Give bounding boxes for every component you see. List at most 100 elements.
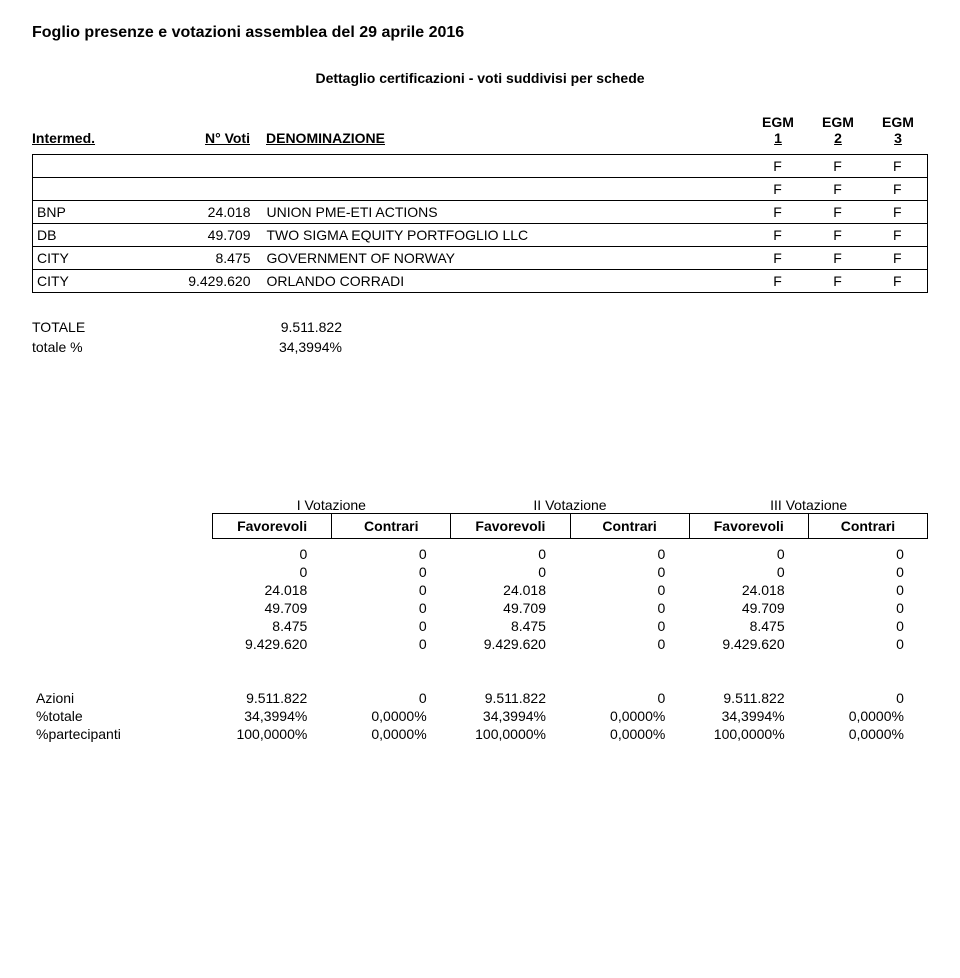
vote-data-cell: 0: [212, 564, 331, 580]
vote-data-cell: 9.429.620: [212, 636, 331, 652]
table-cell: F: [748, 224, 808, 247]
vote-data-cell: 0: [809, 546, 928, 562]
totals-block: TOTALE 9.511.822 totale % 34,3994%: [32, 317, 928, 357]
table-cell: F: [748, 270, 808, 293]
vote-header-2: II Votazione: [451, 497, 690, 513]
vote-data-cell: 0: [331, 636, 450, 652]
table-cell: F: [868, 178, 928, 201]
table-cell: DB: [33, 224, 133, 247]
vote-data-row: 000000: [32, 545, 928, 563]
col-egm2-header: EGM 2: [808, 114, 868, 146]
col-voti-header: N° Voti: [132, 130, 262, 146]
vote-data-cell: 49.709: [451, 600, 570, 616]
vote-data-cell: 0: [331, 564, 450, 580]
table-cell: UNION PME-ETI ACTIONS: [263, 201, 748, 224]
summary-cell: 100,0000%: [212, 726, 331, 742]
vote-data-cell: 0: [809, 582, 928, 598]
vote-sub-header: Contrari: [808, 514, 928, 538]
table-cell: ORLANDO CORRADI: [263, 270, 748, 293]
summary-row: Azioni9.511.82209.511.82209.511.8220: [32, 689, 928, 707]
table-cell: GOVERNMENT OF NORWAY: [263, 247, 748, 270]
vote-data-cell: 9.429.620: [689, 636, 808, 652]
table-cell: 49.709: [133, 224, 263, 247]
table-cell: F: [868, 270, 928, 293]
vote-data-cell: 9.429.620: [451, 636, 570, 652]
table-cell: F: [748, 178, 808, 201]
table-cell: F: [748, 247, 808, 270]
table-cell: CITY: [33, 247, 133, 270]
vote-header-1: I Votazione: [212, 497, 451, 513]
table-row: FFF: [33, 178, 928, 201]
vote-data-cell: 0: [570, 618, 689, 634]
table-cell: CITY: [33, 270, 133, 293]
page-subtitle: Dettaglio certificazioni - voti suddivis…: [32, 70, 928, 86]
vote-data-row: 9.429.62009.429.62009.429.6200: [32, 635, 928, 653]
vote-data-cell: 0: [570, 546, 689, 562]
summary-cell: 0,0000%: [331, 708, 450, 724]
egm2-top: EGM: [808, 114, 868, 130]
vote-header-3: III Votazione: [689, 497, 928, 513]
main-table: FFFFFFBNP24.018UNION PME-ETI ACTIONSFFFD…: [32, 154, 928, 293]
table-cell: F: [868, 155, 928, 178]
totale-label: TOTALE: [32, 319, 192, 335]
table-row: CITY8.475GOVERNMENT OF NORWAYFFF: [33, 247, 928, 270]
summary-label: %totale: [32, 708, 212, 724]
summary-label: Azioni: [32, 690, 212, 706]
vote-data-row: 8.47508.47508.4750: [32, 617, 928, 635]
col-denom-header: DENOMINAZIONE: [262, 130, 748, 146]
vote-data-row: 24.018024.018024.0180: [32, 581, 928, 599]
table-row: CITY9.429.620ORLANDO CORRADIFFF: [33, 270, 928, 293]
summary-cell: 9.511.822: [451, 690, 570, 706]
summary-cell: 0,0000%: [809, 708, 928, 724]
vote-data-cell: 0: [570, 600, 689, 616]
summary-cell: 0,0000%: [570, 726, 689, 742]
table-cell: F: [868, 247, 928, 270]
table-cell: 24.018: [133, 201, 263, 224]
summary-cell: 34,3994%: [451, 708, 570, 724]
vote-data-cell: 0: [331, 600, 450, 616]
vote-data-cell: 0: [809, 564, 928, 580]
summary-row: %partecipanti100,0000%0,0000%100,0000%0,…: [32, 725, 928, 743]
vote-data-cell: 0: [570, 636, 689, 652]
table-cell: [33, 155, 133, 178]
table-cell: F: [868, 201, 928, 224]
vote-data-cell: 0: [809, 600, 928, 616]
summary-cell: 100,0000%: [689, 726, 808, 742]
summary-cell: 0,0000%: [809, 726, 928, 742]
summary-cell: 0,0000%: [570, 708, 689, 724]
table-cell: [263, 178, 748, 201]
totale-value: 9.511.822: [192, 319, 342, 335]
summary-row: %totale34,3994%0,0000%34,3994%0,0000%34,…: [32, 707, 928, 725]
summary-label: %partecipanti: [32, 726, 212, 742]
vote-data-cell: 49.709: [689, 600, 808, 616]
summary-cell: 0: [809, 690, 928, 706]
vote-data-cell: 0: [331, 582, 450, 598]
table-cell: 8.475: [133, 247, 263, 270]
vote-data-cell: 24.018: [212, 582, 331, 598]
vote-data-cell: 49.709: [212, 600, 331, 616]
vote-data-cell: 24.018: [451, 582, 570, 598]
summary-cell: 34,3994%: [689, 708, 808, 724]
vote-sub-header: Favorevoli: [689, 514, 808, 538]
table-cell: F: [808, 224, 868, 247]
vote-data: 00000000000024.018024.018024.018049.7090…: [32, 545, 928, 653]
vote-sub-header: Contrari: [331, 514, 450, 538]
table-cell: F: [808, 270, 868, 293]
vote-sub-header: Favorevoli: [450, 514, 569, 538]
table-cell: F: [808, 155, 868, 178]
col-egm1-header: EGM 1: [748, 114, 808, 146]
table-cell: F: [748, 155, 808, 178]
page-title: Foglio presenze e votazioni assemblea de…: [32, 24, 928, 42]
table-cell: TWO SIGMA EQUITY PORTFOGLIO LLC: [263, 224, 748, 247]
vote-section: I Votazione II Votazione III Votazione F…: [32, 497, 928, 653]
table-cell: F: [748, 201, 808, 224]
table-cell: [133, 155, 263, 178]
table-cell: [33, 178, 133, 201]
vote-data-cell: 0: [570, 582, 689, 598]
vote-headers: I Votazione II Votazione III Votazione: [212, 497, 928, 513]
vote-sub-headers: FavorevoliContrariFavorevoliContrariFavo…: [212, 513, 928, 539]
col-egm3-header: EGM 3: [868, 114, 928, 146]
vote-data-row: 000000: [32, 563, 928, 581]
col-intermed-header: Intermed.: [32, 130, 132, 146]
summary-cell: 34,3994%: [212, 708, 331, 724]
